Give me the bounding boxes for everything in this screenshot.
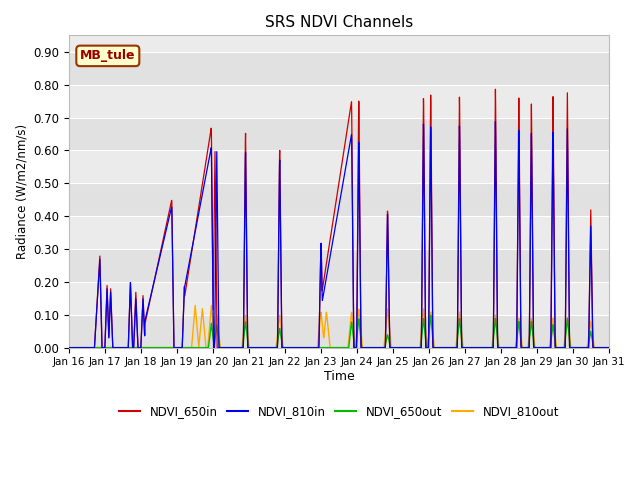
X-axis label: Time: Time	[324, 370, 355, 383]
Bar	[69, 183, 609, 216]
Bar	[69, 118, 609, 150]
Bar	[69, 315, 609, 348]
Title: SRS NDVI Channels: SRS NDVI Channels	[265, 15, 413, 30]
Bar	[69, 249, 609, 282]
Text: MB_tule: MB_tule	[80, 49, 136, 62]
Bar	[69, 52, 609, 84]
Y-axis label: Radiance (W/m2/nm/s): Radiance (W/m2/nm/s)	[15, 124, 28, 259]
Legend: NDVI_650in, NDVI_810in, NDVI_650out, NDVI_810out: NDVI_650in, NDVI_810in, NDVI_650out, NDV…	[114, 400, 564, 423]
